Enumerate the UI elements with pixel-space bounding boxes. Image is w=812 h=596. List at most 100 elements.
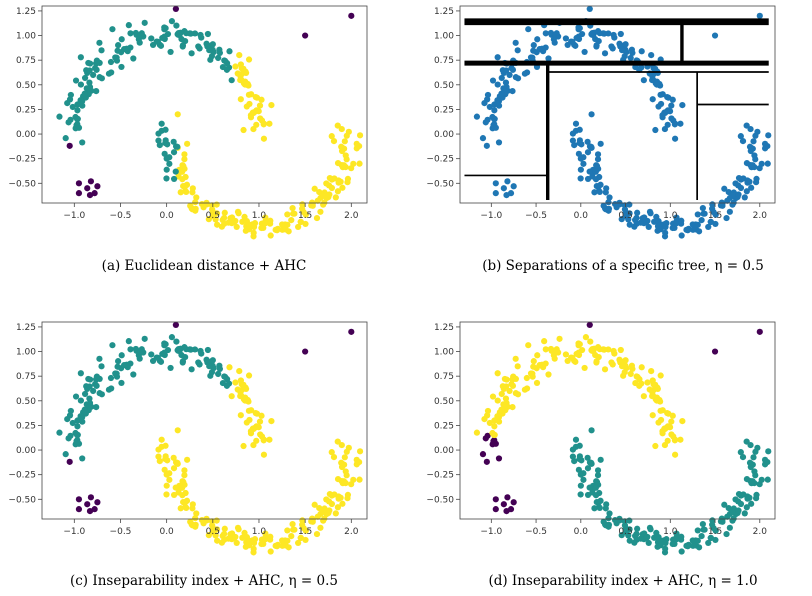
scatter-point	[192, 205, 199, 212]
scatter-point	[267, 232, 274, 239]
scatter-point	[664, 93, 671, 101]
scatter-point	[93, 404, 100, 411]
scatter-point	[545, 55, 552, 62]
scatter-point	[699, 204, 706, 212]
scatter-point	[616, 356, 623, 363]
scatter-point	[741, 510, 748, 517]
scatter-point	[498, 90, 505, 97]
scatter-point	[629, 365, 636, 373]
scatter-point	[105, 70, 113, 77]
scatter-point	[744, 177, 751, 184]
scatter-point	[694, 211, 701, 218]
scatter-point	[552, 31, 559, 39]
scatter-point	[584, 175, 592, 183]
scatter-point	[729, 192, 736, 199]
scatter-point	[127, 30, 134, 37]
scatter-point	[314, 513, 321, 520]
scatter-point	[208, 202, 216, 209]
scatter-point	[221, 525, 228, 532]
scatter-point	[492, 190, 499, 197]
scatter-point	[737, 449, 744, 456]
scatter-point	[611, 34, 618, 41]
scatter-point	[577, 491, 584, 498]
scatter-point	[174, 427, 181, 434]
scatter-point	[569, 453, 576, 460]
scatter-point	[235, 210, 242, 217]
scatter-point	[601, 366, 609, 373]
scatter-point	[592, 484, 599, 491]
scatter-point	[662, 229, 669, 236]
scatter-point	[113, 370, 120, 377]
scatter-point	[74, 115, 81, 123]
scatter-point	[239, 218, 246, 225]
x-tick-label: 0.5	[618, 211, 632, 221]
scatter-point	[512, 355, 519, 362]
scatter-point	[314, 197, 321, 204]
scatter-point	[77, 100, 84, 107]
scatter-point	[86, 383, 93, 390]
scatter-point	[601, 30, 608, 37]
y-tick-label: 0.00	[16, 130, 36, 140]
scatter-point	[114, 363, 121, 370]
scatter-point	[334, 504, 342, 511]
scatter-point	[84, 185, 91, 192]
scatter-point	[74, 431, 81, 439]
scatter-point	[252, 93, 259, 101]
scatter-point	[542, 346, 549, 353]
y-tick-label: 0.25	[16, 421, 36, 431]
scatter-point	[326, 507, 333, 514]
scatter-point	[285, 228, 292, 235]
x-tick-label: 2.0	[344, 527, 359, 537]
scatter-point	[608, 359, 615, 366]
scatter-point	[285, 544, 292, 551]
scatter-point	[247, 112, 255, 119]
scatter-point	[634, 525, 641, 532]
y-tick-label: −0.50	[8, 495, 36, 505]
scatter-point	[584, 454, 591, 461]
scatter-point	[592, 492, 600, 499]
scatter-point	[302, 536, 309, 544]
scatter-point	[256, 418, 264, 425]
scatter-point	[200, 520, 207, 527]
scatter-point	[588, 31, 595, 38]
scatter-point	[174, 31, 181, 38]
scatter-point	[653, 397, 660, 404]
x-tick-label: 1.0	[252, 527, 267, 537]
scatter-point	[215, 54, 222, 62]
scatter-point	[96, 355, 103, 362]
scatter-point	[678, 536, 685, 543]
scatter-point	[530, 363, 537, 370]
scatter-point	[96, 375, 103, 383]
scatter-point	[586, 321, 593, 329]
scatter-point	[508, 65, 515, 72]
scatter-point	[596, 504, 603, 512]
scatter-point	[575, 466, 582, 473]
scatter-point	[247, 428, 255, 435]
scatter-point	[591, 505, 598, 512]
scatter-point	[483, 142, 490, 149]
scatter-point	[170, 491, 178, 499]
scatter-point	[98, 363, 105, 370]
scatter-point	[233, 223, 240, 231]
scatter-point	[581, 48, 588, 56]
scatter-point	[668, 418, 675, 425]
scatter-point	[577, 482, 584, 489]
scatter-point	[580, 476, 587, 483]
scatter-point	[148, 35, 155, 42]
scatter-point	[189, 505, 196, 512]
scatter-point	[181, 151, 188, 158]
scatter-point	[507, 506, 515, 513]
x-tick-label: 1.5	[298, 527, 312, 537]
scatter-point	[521, 70, 529, 77]
scatter-point	[649, 96, 656, 103]
scatter-point	[81, 90, 88, 97]
scatter-point	[317, 208, 324, 215]
scatter-point	[344, 179, 351, 186]
scatter-point	[600, 202, 607, 209]
scatter-point	[302, 348, 309, 355]
scatter-point	[245, 372, 253, 379]
y-tick-label: 0.25	[434, 105, 454, 115]
scatter-point	[245, 56, 253, 63]
scatter-point	[568, 38, 575, 45]
chart-panel-2: −1.0 −0.5 0.0 0.5 1.0 1.5 2.0 1.25 1.00 0.75 0.50 0…	[426, 5, 776, 274]
